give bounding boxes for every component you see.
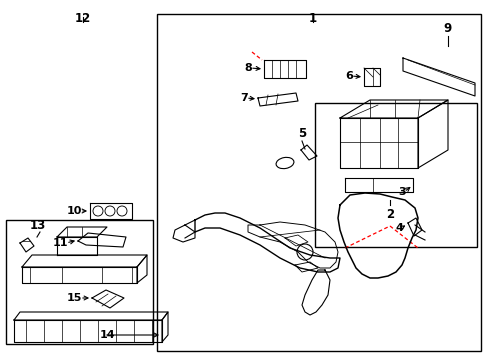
- Text: 14: 14: [100, 330, 115, 340]
- Bar: [6, 220, 152, 344]
- Bar: [157, 14, 480, 351]
- Text: 3: 3: [398, 187, 405, 197]
- Bar: [315, 103, 476, 247]
- Text: 10: 10: [66, 206, 82, 216]
- Text: 8: 8: [244, 63, 251, 73]
- Text: 7: 7: [240, 93, 247, 103]
- Text: 15: 15: [66, 293, 82, 303]
- Text: 5: 5: [297, 127, 305, 140]
- Text: 12: 12: [75, 12, 91, 25]
- Text: 9: 9: [443, 22, 451, 35]
- Text: 1: 1: [308, 12, 316, 25]
- Text: 2: 2: [385, 208, 393, 221]
- Text: 6: 6: [345, 71, 352, 81]
- Text: 11: 11: [52, 238, 68, 248]
- Text: 13: 13: [30, 219, 46, 232]
- Text: 4: 4: [394, 223, 402, 233]
